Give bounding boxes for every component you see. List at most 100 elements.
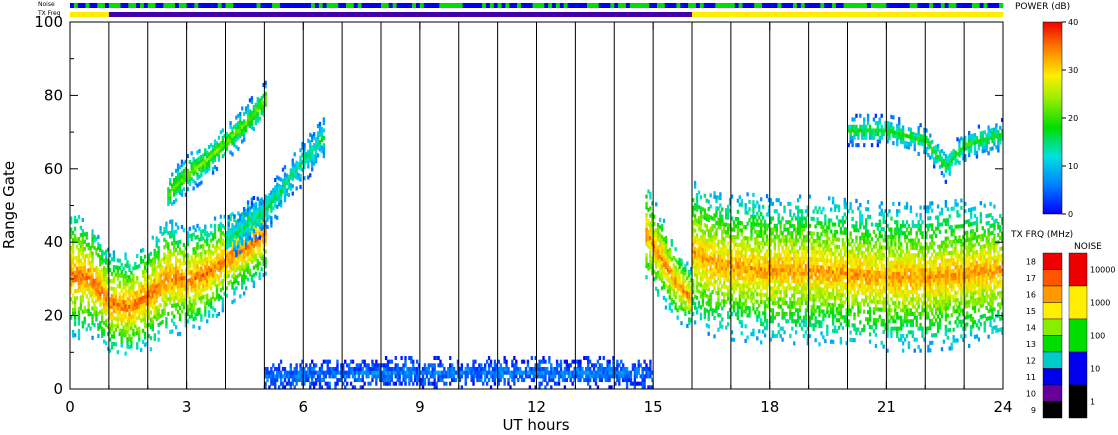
echo-cell xyxy=(769,249,773,254)
echo-cell xyxy=(851,323,854,328)
echo-cell xyxy=(833,237,837,242)
echo-cell xyxy=(699,246,703,251)
echo-cell xyxy=(707,217,710,223)
echo-cell xyxy=(775,231,778,236)
echo-cell xyxy=(934,300,938,305)
echo-cell xyxy=(147,253,151,258)
echo-cell xyxy=(863,276,866,281)
echo-cell xyxy=(777,330,780,335)
echo-cell xyxy=(118,266,121,271)
echo-cell xyxy=(783,267,786,272)
echo-cell xyxy=(754,222,757,227)
echo-cell xyxy=(85,283,88,288)
echo-cell xyxy=(173,270,176,275)
echo-cell xyxy=(701,207,705,212)
echo-cell xyxy=(208,251,211,256)
echo-cell xyxy=(758,292,761,297)
echo-cell xyxy=(777,256,780,261)
echo-cell xyxy=(110,304,114,310)
noise-bar-segment xyxy=(695,3,701,8)
echo-cell xyxy=(775,223,778,228)
echo-cell xyxy=(231,267,234,272)
echo-cell xyxy=(921,256,924,261)
echo-cell xyxy=(898,245,901,250)
echo-cell xyxy=(849,330,852,335)
noise-bar-segment xyxy=(855,3,860,8)
echo-cell xyxy=(874,332,878,337)
echo-cell xyxy=(711,249,714,254)
echo-cell xyxy=(165,265,168,270)
echo-cell xyxy=(938,284,942,290)
echo-cell xyxy=(167,286,170,291)
echo-cell xyxy=(262,243,265,248)
echo-cell xyxy=(831,222,835,227)
echo-cell xyxy=(769,234,773,239)
echo-cell xyxy=(812,242,815,247)
echo-cell xyxy=(95,310,98,315)
echo-cell xyxy=(227,218,230,223)
echo-cell xyxy=(732,301,736,306)
echo-cell xyxy=(723,251,726,256)
echo-cell xyxy=(868,258,872,263)
echo-cell xyxy=(806,264,810,269)
echo-cell xyxy=(806,278,810,283)
echo-cell xyxy=(761,259,765,264)
echo-cell xyxy=(713,282,716,288)
echo-cell xyxy=(108,330,112,335)
echo-cell xyxy=(851,297,854,302)
echo-cell xyxy=(950,283,953,288)
echo-cell xyxy=(796,212,800,217)
echo-cell xyxy=(215,244,219,249)
echo-cell xyxy=(81,217,85,223)
echo-cell xyxy=(180,261,184,266)
echo-cell xyxy=(880,300,883,305)
echo-cell xyxy=(208,247,211,252)
echo-cell xyxy=(122,285,125,290)
echo-cell xyxy=(132,332,135,337)
echo-cell xyxy=(851,282,854,288)
echo-cell xyxy=(791,267,794,272)
echo-cell xyxy=(903,337,907,342)
echo-cell xyxy=(192,295,195,300)
echo-cell xyxy=(946,236,949,241)
echo-cell xyxy=(868,255,872,260)
echo-cell xyxy=(905,319,909,324)
echo-cell xyxy=(734,257,738,262)
echo-cell xyxy=(211,291,215,296)
echo-cell xyxy=(134,262,137,267)
echo-cell xyxy=(198,237,201,242)
echo-cell xyxy=(126,344,129,349)
noise-bar-segment xyxy=(163,3,168,8)
echo-cell xyxy=(213,278,217,283)
echo-cell xyxy=(767,297,771,302)
echo-cell xyxy=(229,279,232,284)
echo-cell xyxy=(752,269,755,274)
echo-cell xyxy=(709,299,712,304)
echo-cell xyxy=(194,316,197,321)
echo-cell xyxy=(169,293,172,298)
echo-cell xyxy=(754,281,757,286)
echo-cell xyxy=(886,315,889,320)
echo-cell xyxy=(246,240,250,245)
echo-cell xyxy=(130,278,133,283)
echo-cell xyxy=(143,287,147,292)
echo-cell xyxy=(915,308,918,313)
echo-cell xyxy=(760,226,763,231)
echo-cell xyxy=(798,275,802,280)
echo-cell xyxy=(874,296,878,301)
echo-cell xyxy=(130,325,133,330)
echo-cell xyxy=(161,257,164,262)
echo-cell xyxy=(711,253,714,258)
echo-cell xyxy=(806,337,810,342)
echo-cell xyxy=(845,282,848,287)
echo-cell xyxy=(948,262,951,267)
echo-cell xyxy=(851,337,854,343)
echo-cell xyxy=(705,301,708,306)
echo-cell xyxy=(738,283,741,288)
echo-cell xyxy=(756,229,759,234)
echo-cell xyxy=(736,261,740,266)
echo-cell xyxy=(746,291,749,296)
echo-cell xyxy=(859,331,862,336)
status-bars: Noise TX Freq xyxy=(37,1,1004,17)
echo-cell xyxy=(219,262,223,267)
